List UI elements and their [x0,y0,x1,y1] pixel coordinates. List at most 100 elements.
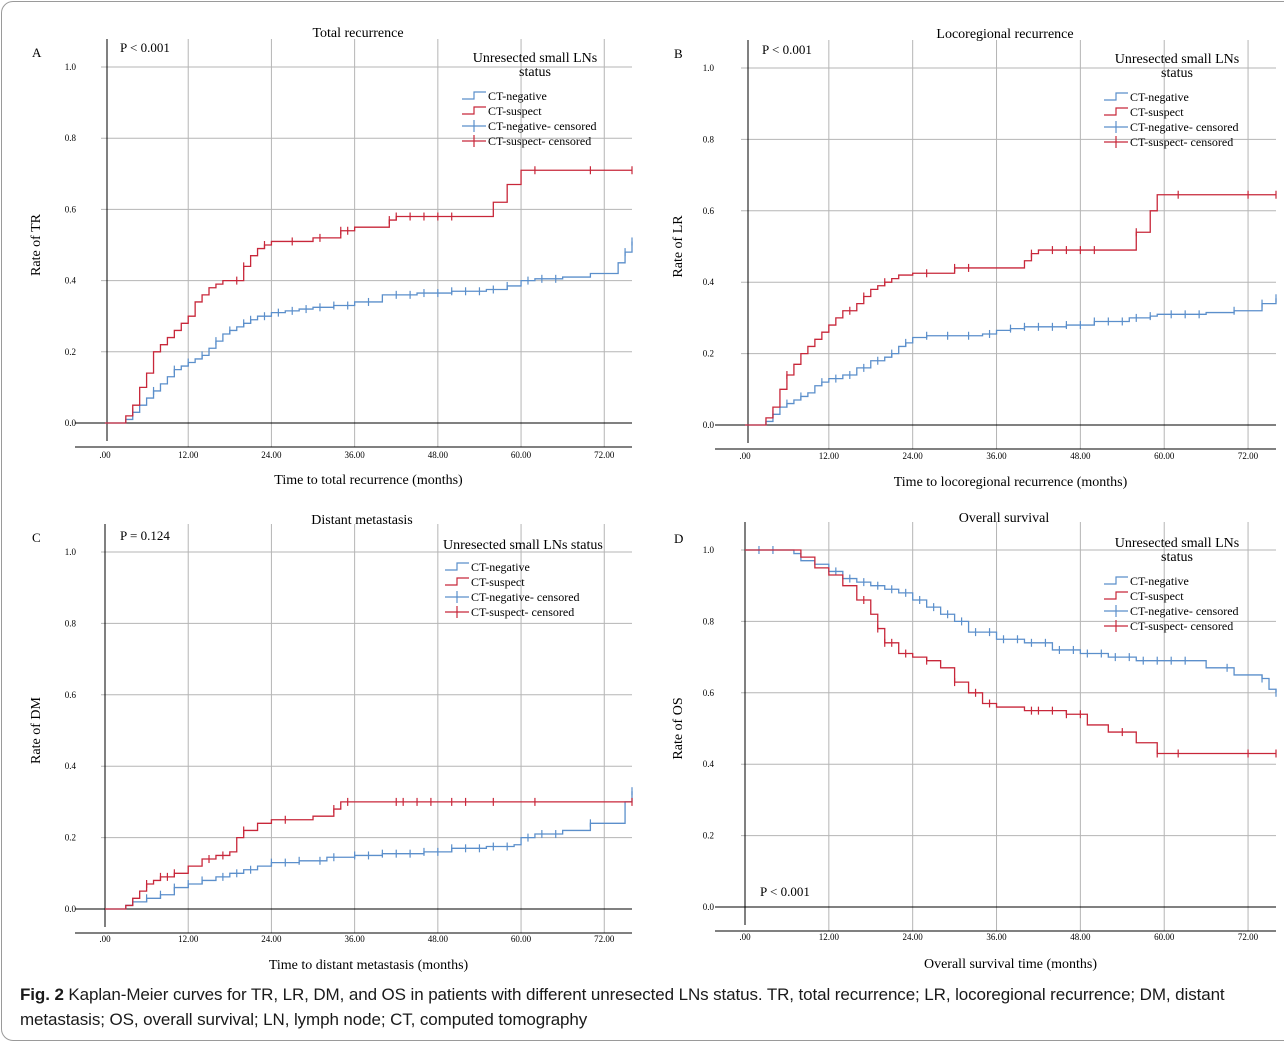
legend-label: CT-negative- censored [1130,604,1239,618]
y-tick-label: 0.6 [65,690,77,700]
x-tick-label: 60.00 [511,934,532,944]
legend-label: CT-suspect- censored [471,605,574,619]
y-tick-label: 0.6 [65,204,77,214]
y-tick-label: 0.0 [65,418,77,428]
series-line-ct-negative [745,298,1277,426]
chart-title: Overall survival [959,511,1050,526]
y-tick-label: 0.8 [703,134,715,144]
legend-label: CT-suspect [488,104,542,118]
y-tick-label: 0.2 [65,347,76,357]
x-tick-label: 12.00 [178,934,199,944]
y-axis-label: Rate of TR [29,213,44,276]
panel-letter: D [674,531,683,546]
series-line-ct-suspect [105,169,632,424]
x-tick-label: 72.00 [1238,451,1259,461]
y-tick-label: 0.8 [65,618,77,628]
legend-swatch [1104,591,1128,600]
x-tick-label: .00 [99,934,111,944]
x-axis-label: Overall survival time (months) [924,957,1097,972]
x-axis-label: Time to total recurrence (months) [274,473,463,488]
legend-title: Unresected small LNs [473,51,597,66]
caption-label: Fig. 2 [20,985,64,1004]
y-tick-label: 0.0 [703,420,715,430]
x-axis-label: Time to distant metastasis (months) [269,958,469,973]
chart-title: Locoregional recurrence [936,27,1073,42]
y-tick-label: 1.0 [65,62,77,72]
x-tick-label: 72.00 [594,450,615,460]
legend: Unresected small LNsstatusCT-negativeCT-… [462,51,597,148]
panel-d-chart: 0.0 0.2 0.4 0.6 0.8 1.0 .00 12.00 24.00 36.00 48.0… [671,511,1277,972]
legend-label: CT-negative- censored [488,119,597,133]
legend: Unresected small LNsstatusCT-negativeCT-… [1104,52,1239,149]
x-tick-label: 36.00 [986,932,1007,942]
legend-label: CT-suspect- censored [1130,135,1233,149]
x-tick-label: .00 [99,450,111,460]
y-tick-label: 0.6 [703,206,715,216]
legend-label: CT-negative [1130,574,1189,588]
y-tick-label: 0.8 [65,133,77,143]
x-tick-label: 36.00 [345,450,366,460]
legend-swatch [1104,107,1128,116]
panel-b-chart: 0.0 0.2 0.4 0.6 0.8 1.0 .00 12.00 24.00 36.00 48.0… [671,27,1277,490]
x-tick-label: 24.00 [261,450,282,460]
legend: Unresected small LNs statusCT-negativeCT… [443,538,603,619]
x-tick-label: 48.00 [428,934,449,944]
legend-title-line2: status [519,65,551,80]
panel-letter: A [32,45,42,60]
y-tick-label: 0.4 [65,276,77,286]
x-tick-label: 36.00 [986,451,1007,461]
x-tick-label: 72.00 [1238,932,1259,942]
x-tick-label: 36.00 [345,934,366,944]
x-tick-label: 24.00 [261,934,282,944]
y-axis-label: Rate of OS [671,697,686,759]
chart-title: Total recurrence [312,26,403,41]
chart-title: Distant metastasis [311,513,413,528]
y-tick-label: 1.0 [703,63,715,73]
x-tick-label: .00 [739,932,751,942]
figure-canvas: 0.0 0.2 0.4 0.6 0.8 1.0 .00 12.00 24.00 36.00 48.0… [29,26,1277,973]
y-tick-label: 0.4 [703,759,715,769]
caption-text: Kaplan-Meier curves for TR, LR, DM, and … [20,985,1225,1029]
y-axis-label: Rate of DM [29,697,44,764]
series-line-ct-negative [105,241,633,424]
legend-swatch [462,91,486,100]
x-tick-label: 12.00 [819,932,840,942]
legend-label: CT-suspect- censored [488,134,591,148]
p-value: P < 0.001 [120,40,170,55]
legend-label: CT-suspect- censored [1130,619,1233,633]
x-tick-label: 72.00 [594,934,615,944]
x-tick-label: 48.00 [428,450,449,460]
legend-swatch [1104,92,1128,101]
p-value: P < 0.001 [760,884,810,899]
legend-label: CT-suspect [1130,105,1184,119]
y-tick-label: 0.0 [703,902,715,912]
x-tick-label: 12.00 [178,450,199,460]
y-tick-label: 0.2 [703,349,714,359]
legend: Unresected small LNsstatusCT-negativeCT-… [1104,536,1239,633]
y-axis-label: Rate of LR [671,215,686,278]
x-tick-label: 24.00 [903,932,924,942]
x-tick-label: 60.00 [1154,451,1175,461]
p-value: P = 0.124 [120,528,170,543]
y-tick-label: 0.2 [65,833,76,843]
y-tick-label: 0.0 [65,904,77,914]
panel-letter: B [674,46,683,61]
x-tick-label: 48.00 [1070,932,1091,942]
y-tick-label: 1.0 [703,545,715,555]
legend-title: Unresected small LNs [1115,536,1239,551]
x-tick-label: 12.00 [819,451,840,461]
y-tick-label: 0.8 [703,616,715,626]
panel-a-chart: 0.0 0.2 0.4 0.6 0.8 1.0 .00 12.00 24.00 36.00 48.0… [29,26,633,488]
legend-label: CT-negative- censored [1130,120,1239,134]
x-axis-label: Time to locoregional recurrence (months) [894,475,1128,490]
series-line-ct-suspect [745,194,1276,426]
legend-label: CT-negative [488,89,547,103]
p-value: P < 0.001 [762,42,812,57]
legend-label: CT-suspect [1130,589,1184,603]
figure-caption: Fig. 2 Kaplan-Meier curves for TR, LR, D… [20,982,1275,1032]
legend-title: Unresected small LNs status [443,538,603,553]
legend-label: CT-suspect [471,575,525,589]
legend-swatch [462,106,486,115]
y-tick-label: 0.6 [703,688,715,698]
legend-title-line2: status [1161,550,1193,565]
